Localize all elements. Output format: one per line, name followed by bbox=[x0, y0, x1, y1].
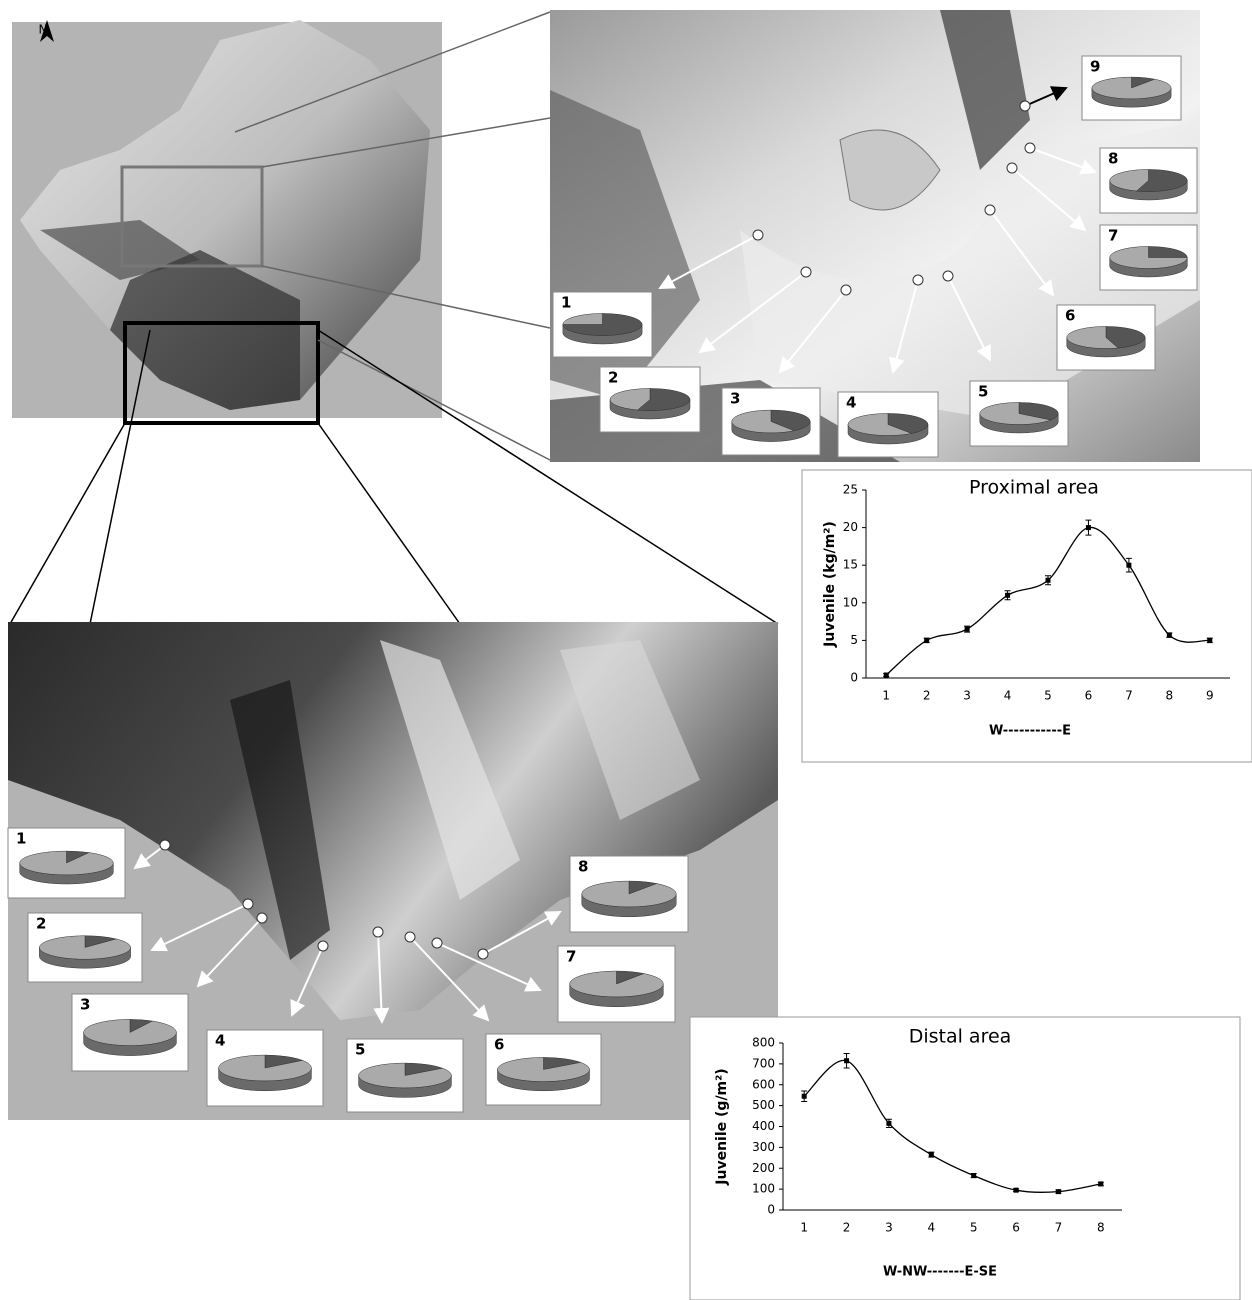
sample-site bbox=[943, 271, 953, 281]
y-axis-label: Juvenile (g/m²) bbox=[714, 1068, 730, 1185]
sample-site bbox=[478, 949, 488, 959]
sample-site bbox=[1007, 163, 1017, 173]
pie-label: 7 bbox=[1108, 227, 1118, 245]
x-tick-label: 7 bbox=[1125, 689, 1133, 703]
north-label: N bbox=[39, 23, 48, 37]
chart-title: Proximal area bbox=[969, 477, 1099, 499]
sample-site bbox=[160, 840, 170, 850]
y-tick-label: 0 bbox=[767, 1203, 775, 1217]
pie-label: 5 bbox=[978, 383, 988, 401]
pie-label: 5 bbox=[355, 1041, 365, 1059]
sample-site bbox=[985, 205, 995, 215]
y-axis-label: Juvenile (kg/m²) bbox=[822, 521, 838, 648]
data-point bbox=[802, 1094, 807, 1099]
chart-title: Distal area bbox=[909, 1026, 1012, 1048]
data-point bbox=[886, 1121, 891, 1126]
pie-label: 7 bbox=[566, 948, 576, 966]
data-point bbox=[1046, 578, 1051, 583]
pie-label: 1 bbox=[561, 294, 571, 312]
x-axis-label: W-----------E bbox=[989, 724, 1071, 739]
y-tick-label: 0 bbox=[850, 671, 858, 685]
data-point bbox=[1086, 525, 1091, 530]
sample-site bbox=[913, 275, 923, 285]
x-tick-label: 8 bbox=[1097, 1221, 1105, 1235]
y-tick-label: 700 bbox=[752, 1056, 775, 1070]
data-point bbox=[844, 1058, 849, 1063]
pie-label: 6 bbox=[1065, 307, 1075, 325]
x-tick-label: 5 bbox=[970, 1221, 978, 1235]
data-point bbox=[1098, 1181, 1103, 1186]
x-tick-label: 7 bbox=[1055, 1221, 1063, 1235]
x-tick-label: 1 bbox=[882, 689, 890, 703]
pie-label: 2 bbox=[36, 915, 46, 933]
x-tick-label: 8 bbox=[1166, 689, 1174, 703]
pie-slice bbox=[20, 851, 114, 875]
pie-label: 3 bbox=[80, 996, 90, 1014]
data-point bbox=[971, 1173, 976, 1178]
y-tick-label: 15 bbox=[843, 558, 858, 572]
y-tick-label: 400 bbox=[752, 1119, 775, 1133]
sample-site bbox=[257, 913, 267, 923]
y-tick-label: 800 bbox=[752, 1036, 775, 1050]
pie-label: 8 bbox=[1108, 150, 1118, 168]
data-point bbox=[884, 672, 889, 677]
data-point bbox=[929, 1152, 934, 1157]
sample-site bbox=[841, 285, 851, 295]
pie-slice bbox=[84, 1019, 177, 1045]
data-point bbox=[1005, 593, 1010, 598]
pie-label: 3 bbox=[730, 390, 740, 408]
pie-label: 9 bbox=[1090, 58, 1100, 76]
sample-site bbox=[432, 938, 442, 948]
x-axis-label: W-NW-------E-SE bbox=[883, 1265, 997, 1280]
x-tick-label: 9 bbox=[1206, 689, 1214, 703]
x-tick-label: 4 bbox=[927, 1221, 935, 1235]
sample-site bbox=[753, 230, 763, 240]
y-tick-label: 10 bbox=[843, 595, 858, 609]
x-tick-label: 6 bbox=[1085, 689, 1093, 703]
pie-slice bbox=[1092, 77, 1171, 99]
chart-frame bbox=[802, 470, 1252, 762]
sample-site bbox=[801, 267, 811, 277]
sample-site bbox=[1025, 143, 1035, 153]
x-tick-label: 1 bbox=[800, 1221, 808, 1235]
data-point bbox=[1167, 633, 1172, 638]
pie-label: 6 bbox=[494, 1036, 504, 1054]
y-tick-label: 200 bbox=[752, 1161, 775, 1175]
y-tick-label: 100 bbox=[752, 1182, 775, 1196]
sample-site bbox=[405, 932, 415, 942]
pie-slice bbox=[570, 971, 664, 997]
data-point bbox=[1014, 1188, 1019, 1193]
sample-site bbox=[243, 899, 253, 909]
x-tick-label: 2 bbox=[923, 689, 931, 703]
sample-site bbox=[1020, 101, 1030, 111]
y-tick-label: 5 bbox=[850, 633, 858, 647]
y-tick-label: 600 bbox=[752, 1077, 775, 1091]
x-tick-label: 2 bbox=[843, 1221, 851, 1235]
data-point bbox=[1056, 1189, 1061, 1194]
sample-site bbox=[373, 927, 383, 937]
x-tick-label: 4 bbox=[1004, 689, 1012, 703]
y-tick-label: 300 bbox=[752, 1140, 775, 1154]
data-point bbox=[1207, 638, 1212, 643]
overview-map: N bbox=[12, 20, 442, 423]
x-tick-label: 5 bbox=[1044, 689, 1052, 703]
figure: N Proximal area W-----------E Juvenile (kg… bbox=[0, 0, 1252, 1300]
y-tick-label: 500 bbox=[752, 1098, 775, 1112]
x-tick-label: 6 bbox=[1012, 1221, 1020, 1235]
pie-label: 4 bbox=[846, 394, 856, 412]
data-point bbox=[1126, 563, 1131, 568]
pie-slice bbox=[39, 936, 130, 959]
pie-label: 8 bbox=[578, 858, 588, 876]
x-tick-label: 3 bbox=[963, 689, 971, 703]
sample-site bbox=[318, 941, 328, 951]
y-tick-label: 20 bbox=[843, 520, 858, 534]
pie-label: 4 bbox=[215, 1032, 225, 1050]
data-point bbox=[965, 627, 970, 632]
data-point bbox=[924, 638, 929, 643]
pie-label: 2 bbox=[608, 369, 618, 387]
y-tick-label: 25 bbox=[843, 483, 858, 497]
pie-label: 1 bbox=[16, 830, 26, 848]
x-tick-label: 3 bbox=[885, 1221, 893, 1235]
pie-slice bbox=[582, 881, 676, 907]
